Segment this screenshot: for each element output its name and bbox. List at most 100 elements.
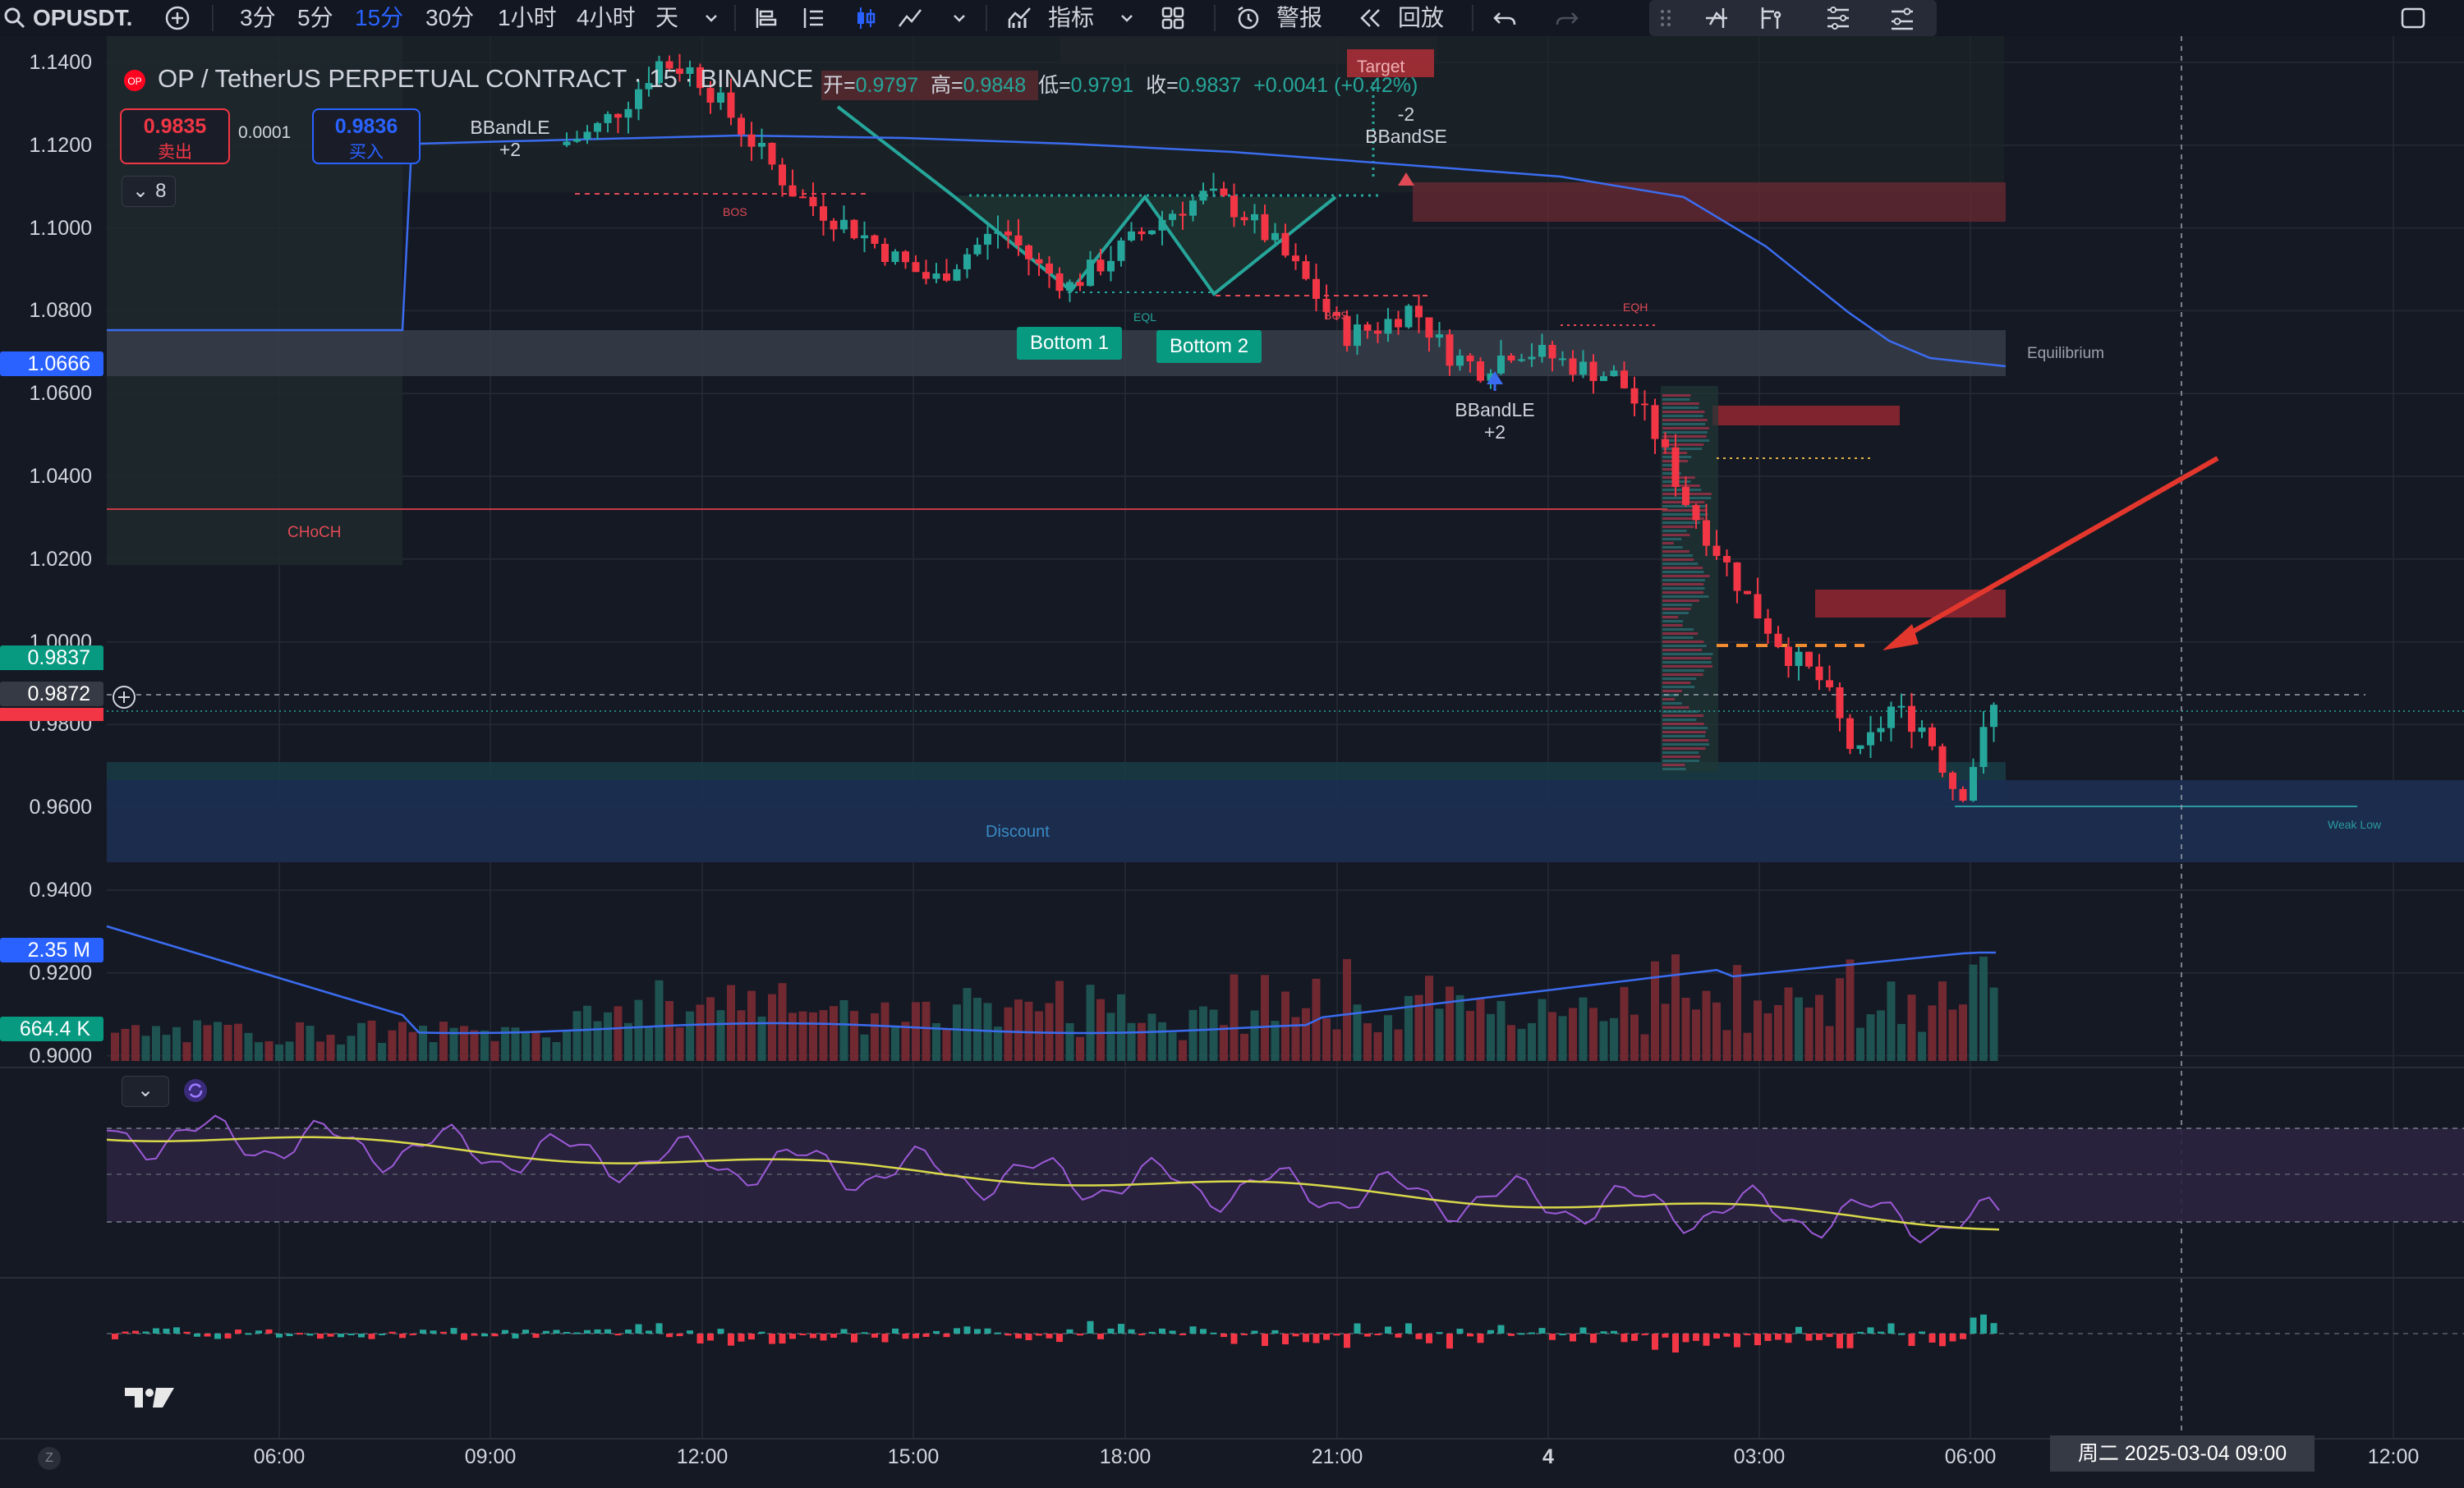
- fib-tool-icon[interactable]: [1758, 5, 1784, 31]
- volume-profile-row: [1662, 690, 1682, 692]
- rewind-icon[interactable]: [1357, 5, 1383, 31]
- candle-body: [1148, 230, 1156, 235]
- candle-body: [573, 139, 581, 142]
- volume-profile-row: [1662, 513, 1708, 516]
- interval-5m[interactable]: 5分: [297, 5, 333, 30]
- chevron-down-icon[interactable]: [698, 5, 724, 31]
- interval-1d[interactable]: 天: [655, 5, 679, 30]
- buy-button[interactable]: 0.9836 买入: [312, 108, 421, 164]
- bar-chart-icon[interactable]: [752, 5, 779, 31]
- volume-bar: [542, 1037, 550, 1061]
- candle-body: [922, 272, 930, 279]
- volume-bar: [1127, 1022, 1136, 1061]
- drag-handle-icon[interactable]: [1656, 5, 1676, 31]
- interval-30m[interactable]: 30分: [425, 5, 475, 30]
- histogram-bar: [1066, 1329, 1073, 1334]
- interval-4h[interactable]: 4小时: [577, 5, 636, 30]
- line-chart-icon[interactable]: [897, 5, 923, 31]
- sync-icon[interactable]: [182, 1077, 209, 1104]
- supply-zone-top: [1413, 182, 2006, 222]
- alert-button[interactable]: 警报: [1276, 5, 1323, 30]
- layout-grid-icon[interactable]: [1160, 5, 1186, 31]
- fullscreen-icon[interactable]: [2400, 5, 2426, 31]
- histogram-bar: [1775, 1334, 1781, 1340]
- candle-body: [1354, 324, 1361, 347]
- price-tick: 1.0200: [29, 547, 92, 571]
- replay-button[interactable]: 回放: [1398, 5, 1445, 30]
- candles-icon[interactable]: [853, 5, 879, 31]
- histogram-bar: [112, 1334, 118, 1339]
- volume-bar: [111, 1032, 119, 1061]
- volume-bar: [439, 1022, 448, 1061]
- histogram-bar: [584, 1330, 591, 1334]
- histogram-bar: [1518, 1333, 1525, 1335]
- chart-type-icon[interactable]: [800, 5, 826, 31]
- sell-button[interactable]: 0.9835 卖出: [120, 108, 230, 164]
- volume-ma-badge: 2.35 M: [0, 938, 103, 962]
- search-icon[interactable]: [3, 7, 26, 30]
- candle-body: [1897, 705, 1905, 708]
- histogram-bar: [707, 1334, 714, 1341]
- histogram-bar: [1600, 1331, 1607, 1334]
- candle-body: [1466, 355, 1474, 362]
- candle-body: [614, 113, 622, 118]
- add-symbol-icon[interactable]: [164, 5, 191, 31]
- redo-icon[interactable]: [1554, 5, 1580, 31]
- eql-label: EQL: [1133, 310, 1157, 324]
- volume-bar: [788, 1013, 797, 1061]
- volume-bar: [1291, 1017, 1300, 1061]
- symbol-search[interactable]: OPUSDT.: [33, 5, 133, 30]
- indicators-button[interactable]: 指标: [1048, 5, 1095, 30]
- candle-body: [1302, 261, 1310, 279]
- candle-body: [912, 262, 920, 273]
- interval-1h[interactable]: 1小时: [498, 5, 557, 30]
- volume-profile-row: [1662, 415, 1703, 417]
- volume-bar: [470, 1030, 479, 1061]
- bband-se-signal: -2 BBandSE: [1365, 103, 1447, 147]
- histogram-bar: [368, 1334, 375, 1339]
- volume-profile-row: [1662, 583, 1704, 586]
- histogram-bar: [1230, 1334, 1238, 1344]
- volume-bar: [347, 1036, 356, 1061]
- volume-bar: [1096, 999, 1105, 1061]
- volume-bar: [1394, 1029, 1403, 1061]
- volume-bar: [223, 1025, 232, 1061]
- histogram-bar: [728, 1334, 734, 1346]
- candle-body: [984, 233, 991, 245]
- volume-profile-row: [1662, 653, 1713, 655]
- candle-body: [943, 273, 950, 281]
- candle-body: [1322, 298, 1331, 312]
- interval-3m[interactable]: 3分: [240, 5, 276, 30]
- chevron-down-icon[interactable]: [1114, 5, 1140, 31]
- volume-bar: [1209, 1009, 1218, 1061]
- volume-profile-row: [1662, 747, 1706, 750]
- undo-icon[interactable]: [1492, 5, 1518, 31]
- interval-15m[interactable]: 15分: [355, 5, 404, 30]
- add-alert-icon[interactable]: [110, 683, 138, 711]
- volume-bar: [1733, 965, 1741, 1061]
- volume-bar: [193, 1020, 201, 1061]
- indicators-icon[interactable]: [1007, 5, 1033, 31]
- histogram-bar: [1446, 1334, 1453, 1349]
- volume-bar: [275, 1044, 283, 1061]
- settings-sliders-icon[interactable]: [1889, 5, 1915, 31]
- volume-bar: [1579, 997, 1588, 1061]
- chevron-down-icon[interactable]: [946, 5, 972, 31]
- candle-body: [1877, 728, 1885, 733]
- candle-body: [1004, 231, 1012, 236]
- histogram-bar: [543, 1330, 549, 1334]
- histogram-bar: [1138, 1334, 1145, 1335]
- timezone-icon[interactable]: Z: [38, 1447, 61, 1470]
- candle-body: [1436, 334, 1443, 338]
- collapse-indicators-button[interactable]: ⌄ 8: [122, 176, 176, 207]
- trend-line-tool-icon[interactable]: [1703, 5, 1730, 31]
- chart-canvas[interactable]: [0, 36, 2464, 1488]
- chevron-down-icon: ⌄: [132, 180, 149, 202]
- candle-body: [1589, 361, 1597, 381]
- chevron-down-icon[interactable]: ⌄: [122, 1076, 169, 1107]
- alarm-clock-icon[interactable]: [1235, 5, 1262, 31]
- histogram-bar: [1354, 1323, 1361, 1334]
- candle-body: [953, 269, 961, 281]
- price-tick: 1.0400: [29, 465, 92, 488]
- pattern-tool-icon[interactable]: [1825, 5, 1851, 31]
